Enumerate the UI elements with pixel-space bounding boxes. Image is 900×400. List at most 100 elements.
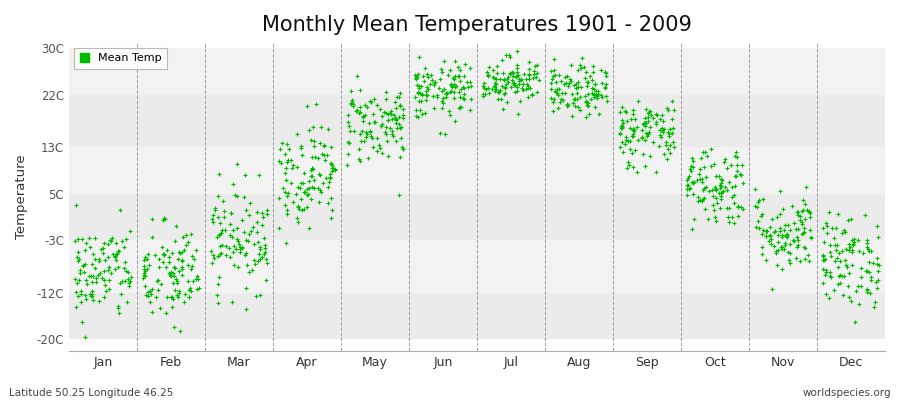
Point — [415, 91, 429, 97]
Point — [828, 242, 842, 248]
Point — [654, 127, 669, 133]
Point — [137, 256, 151, 263]
Point — [223, 254, 238, 261]
Point — [783, 250, 797, 256]
Point — [716, 176, 730, 183]
Point — [77, 261, 92, 267]
Point — [277, 202, 292, 208]
Point — [560, 73, 574, 79]
Point — [210, 234, 224, 240]
Point — [353, 87, 367, 93]
Point — [352, 156, 366, 163]
Point — [281, 190, 295, 196]
Point — [571, 104, 585, 110]
Point — [802, 208, 816, 214]
Point — [410, 89, 425, 95]
Point — [248, 293, 263, 299]
Point — [211, 253, 225, 260]
Point — [722, 178, 736, 185]
Point — [530, 70, 544, 76]
Point — [655, 129, 670, 136]
Point — [426, 93, 440, 100]
Point — [302, 178, 317, 185]
Point — [475, 83, 490, 90]
Point — [344, 88, 358, 94]
Point — [714, 196, 728, 202]
Point — [260, 206, 274, 213]
Point — [396, 115, 410, 122]
Point — [165, 273, 179, 279]
Point — [302, 126, 316, 133]
Point — [667, 144, 681, 150]
Point — [843, 244, 858, 250]
Point — [449, 83, 464, 90]
Point — [717, 184, 732, 190]
Point — [615, 104, 629, 111]
Point — [321, 200, 336, 206]
Point — [649, 168, 663, 175]
Point — [303, 137, 318, 143]
Point — [861, 268, 876, 275]
Point — [860, 287, 874, 293]
Point — [796, 224, 811, 231]
Bar — [68, 147, 885, 194]
Point — [226, 181, 240, 187]
Point — [634, 127, 649, 134]
Point — [75, 236, 89, 242]
Point — [815, 257, 830, 263]
Point — [109, 257, 123, 263]
Point — [621, 159, 635, 166]
Point — [417, 73, 431, 80]
Point — [83, 244, 97, 250]
Point — [498, 84, 512, 90]
Point — [379, 124, 393, 130]
Point — [242, 200, 256, 206]
Point — [301, 190, 315, 197]
Point — [213, 230, 228, 236]
Point — [71, 248, 86, 255]
Point — [713, 205, 727, 212]
Point — [273, 146, 287, 152]
Point — [418, 110, 432, 116]
Point — [680, 176, 695, 183]
Point — [619, 134, 634, 140]
Point — [447, 118, 462, 124]
Point — [690, 194, 705, 200]
Point — [665, 116, 680, 122]
Point — [463, 65, 477, 71]
Point — [560, 103, 574, 110]
Point — [440, 71, 454, 78]
Point — [616, 120, 630, 126]
Point — [343, 128, 357, 134]
Point — [73, 267, 87, 273]
Point — [588, 81, 602, 87]
Point — [119, 235, 133, 242]
Point — [861, 247, 876, 254]
Point — [212, 250, 227, 257]
Point — [641, 118, 655, 124]
Point — [507, 80, 521, 86]
Point — [213, 220, 228, 226]
Point — [395, 112, 410, 119]
Point — [94, 246, 108, 252]
Point — [723, 218, 737, 225]
Point — [490, 70, 504, 76]
Point — [306, 166, 320, 172]
Point — [580, 100, 595, 106]
Point — [291, 184, 305, 190]
Point — [204, 248, 219, 255]
Point — [257, 248, 272, 255]
Point — [644, 112, 658, 118]
Point — [324, 160, 338, 166]
Point — [820, 222, 834, 229]
Point — [795, 231, 809, 238]
Point — [216, 198, 230, 204]
Point — [260, 210, 274, 217]
Point — [795, 218, 809, 225]
Point — [511, 110, 526, 117]
Point — [482, 90, 497, 96]
Point — [235, 217, 249, 224]
Point — [509, 65, 524, 71]
Point — [487, 74, 501, 81]
Point — [175, 266, 189, 272]
